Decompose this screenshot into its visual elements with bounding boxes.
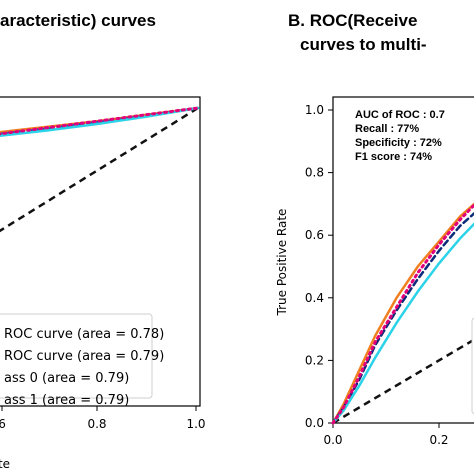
left-legend: ROC curve (area = 0.78) ROC curve (area =…	[0, 313, 164, 408]
left-panel: aracteristic) curves 6 0.8 1.0 te ROC curve…	[0, 11, 206, 471]
right-series-line-2	[331, 222, 474, 425]
left-legend-entry: ROC curve (area = 0.79)	[4, 349, 164, 364]
right-series-line-1	[331, 211, 474, 425]
right-series-line-3	[331, 203, 474, 425]
left-xtick-label: 1.0	[186, 417, 205, 431]
metric-line: F1 score : 74%	[355, 151, 432, 163]
right-panel: B. ROC(Receive curves to multi- 0.00.20.…	[275, 11, 474, 447]
right-ytick-label: 0.0	[305, 416, 324, 430]
right-xtick-label: 0.2	[429, 433, 448, 447]
left-xtick-label: 0.8	[87, 417, 106, 431]
right-chance-line	[332, 338, 474, 425]
left-plot-area: 6 0.8 1.0 te	[0, 96, 206, 471]
left-xtick-label: 6	[0, 417, 6, 431]
right-ytick-label: 0.8	[305, 166, 324, 180]
left-series-line-1	[0, 106, 200, 136]
right-axes-frame	[332, 96, 474, 424]
left-axes-frame	[0, 96, 201, 407]
right-chart-title-line-2: curves to multi-	[300, 35, 427, 54]
metric-line: AUC of ROC : 0.7	[355, 109, 445, 121]
right-xtick-label: 0.0	[323, 433, 342, 447]
left-chart-title: aracteristic) curves	[0, 11, 156, 30]
right-ytick-label: 0.4	[305, 291, 324, 305]
metric-line: Recall : 77%	[355, 123, 419, 135]
left-chance-line	[0, 106, 199, 233]
right-ytick-label: 0.2	[305, 353, 324, 367]
left-xaxis-label: te	[0, 457, 10, 471]
left-legend-box	[0, 313, 153, 399]
right-yaxis-label: True Positive Rate	[275, 209, 289, 317]
left-legend-entry: ROC curve (area = 0.78)	[4, 327, 164, 342]
left-series-line-3	[0, 106, 200, 136]
right-plot-area: 0.0 0.2 0.4 0.6 0.8 1.0 0.0 0.2 True Positive Ra…	[275, 96, 474, 447]
right-chart-title-line-1: B. ROC(Receive	[288, 11, 417, 30]
left-legend-entry: ass 1 (area = 0.79)	[4, 393, 129, 408]
right-ytick-label: 0.6	[305, 228, 324, 242]
right-ytick-label: 1.0	[305, 103, 324, 117]
left-legend-entry: ass 0 (area = 0.79)	[4, 371, 129, 386]
metrics-box: AUC of ROC : 0.7 Recall : 77% Specificity …	[355, 109, 445, 163]
metric-line: Specificity : 72%	[355, 137, 442, 149]
